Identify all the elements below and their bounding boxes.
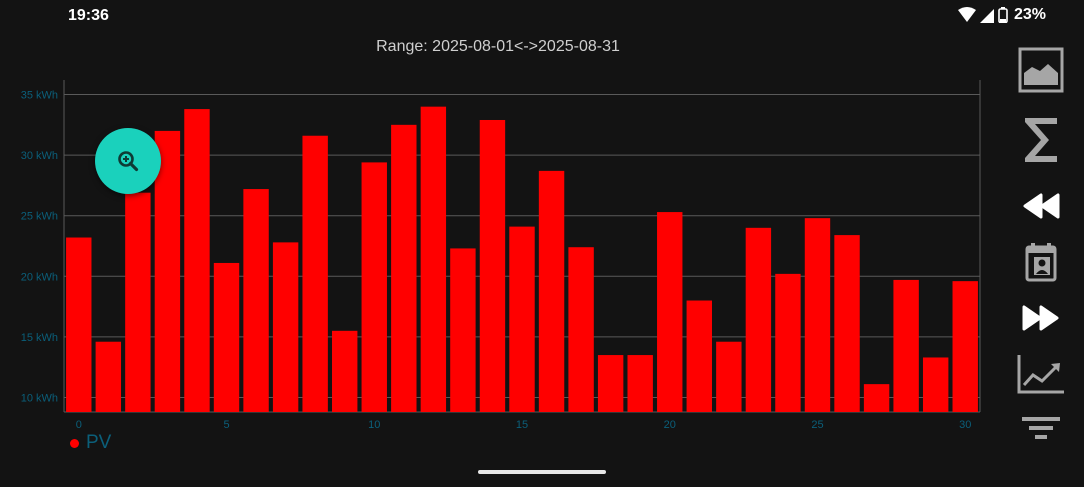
x-tick-label: 25 [811, 419, 823, 431]
bar[interactable] [834, 235, 860, 412]
battery-percent: 23% [1013, 6, 1046, 23]
bar[interactable] [686, 300, 712, 412]
bar[interactable] [804, 218, 831, 412]
bar[interactable] [952, 281, 978, 412]
bar[interactable] [243, 189, 269, 412]
legend-swatch [70, 438, 79, 448]
bar[interactable] [657, 212, 683, 412]
bar[interactable] [775, 273, 801, 412]
bar[interactable] [154, 130, 181, 413]
previous-range-button[interactable] [1014, 180, 1068, 232]
home-indicator[interactable] [478, 470, 606, 474]
y-tick-label: 25 kWh [21, 211, 58, 223]
bar[interactable] [597, 355, 624, 412]
battery-icon [998, 7, 1008, 23]
trend-chart-icon [1017, 355, 1064, 394]
x-tick-label: 10 [368, 419, 380, 431]
bar[interactable] [538, 170, 565, 412]
bar[interactable] [66, 237, 92, 412]
range-title: Range: 2025-08-01<->2025-08-31 [376, 38, 620, 55]
bar[interactable] [272, 242, 299, 412]
wifi-icon [957, 7, 976, 22]
x-tick-label: 0 [76, 419, 82, 431]
x-tick-label: 15 [516, 419, 528, 431]
filter-button[interactable] [1014, 404, 1068, 456]
bar[interactable] [922, 357, 949, 412]
status-time: 19:36 [68, 7, 109, 24]
bar[interactable] [568, 247, 594, 412]
image-view-button[interactable] [1014, 44, 1068, 96]
bar[interactable] [627, 355, 653, 412]
bar[interactable] [893, 279, 919, 412]
y-tick-label: 15 kWh [21, 332, 58, 344]
x-tick-label: 30 [959, 419, 971, 431]
sum-button[interactable] [1014, 114, 1068, 166]
bar[interactable] [479, 119, 506, 412]
signal-icon [979, 8, 994, 23]
sigma-icon [1025, 118, 1057, 162]
bar[interactable] [509, 226, 535, 412]
bar[interactable] [361, 162, 387, 412]
bar[interactable] [716, 341, 742, 412]
zoom-in-icon [118, 151, 139, 172]
y-tick-label: 30 kWh [21, 150, 58, 162]
bar[interactable] [863, 384, 890, 412]
bar[interactable] [391, 124, 417, 412]
bar[interactable] [213, 262, 240, 412]
bar[interactable] [332, 330, 358, 412]
bar[interactable] [420, 106, 447, 413]
legend-label: PV [86, 432, 112, 453]
bar[interactable] [302, 135, 328, 412]
y-tick-label: 20 kWh [21, 271, 58, 283]
bar[interactable] [125, 192, 151, 412]
fast-forward-icon [1022, 305, 1059, 331]
bar[interactable] [95, 341, 122, 412]
x-tick-label: 20 [664, 419, 676, 431]
status-icons: 23% [957, 6, 1046, 24]
bar[interactable] [450, 248, 476, 412]
bar[interactable] [184, 109, 210, 412]
legend: PV [70, 432, 111, 454]
image-icon [1018, 47, 1064, 93]
x-tick-label: 5 [223, 419, 229, 431]
zoom-fab-button[interactable] [95, 128, 161, 194]
y-tick-label: 35 kWh [21, 90, 58, 102]
calendar-button[interactable] [1014, 236, 1068, 288]
y-tick-label: 10 kWh [21, 392, 58, 404]
rewind-icon [1023, 193, 1060, 219]
filter-icon [1022, 417, 1060, 439]
bar-chart[interactable]: 10 kWh 15 kWh 20 kWh 25 kWh 30 kWh 35 kWh 0 5 10… [0, 0, 996, 436]
calendar-contact-icon [1025, 243, 1057, 282]
trend-button[interactable] [1014, 348, 1068, 400]
bar[interactable] [745, 227, 772, 412]
next-range-button[interactable] [1014, 292, 1068, 344]
